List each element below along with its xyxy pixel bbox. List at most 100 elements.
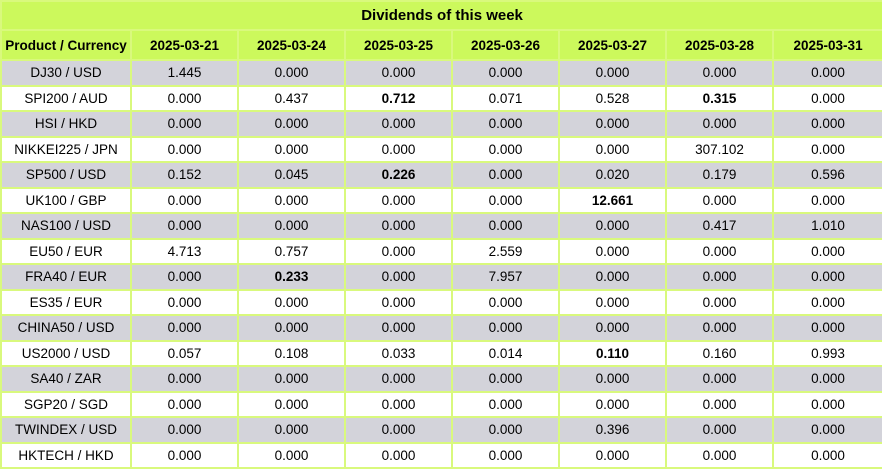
dividend-value-cell: 0.993 — [771, 339, 882, 367]
dividend-value-cell: 0.000 — [344, 237, 453, 265]
dividend-value-cell: 0.000 — [451, 110, 560, 138]
product-cell: HKTECH / HKD — [0, 441, 132, 469]
table-row: SGP20 / SGD 0.000 0.000 0.000 0.000 0.000 0.00… — [0, 390, 882, 418]
dividend-value-cell: 0.000 — [665, 237, 774, 265]
product-cell: SA40 / ZAR — [0, 365, 132, 393]
dividend-value-cell: 0.000 — [665, 110, 774, 138]
dividend-value-cell: 0.152 — [130, 161, 239, 189]
dividend-value-cell: 0.000 — [558, 263, 667, 291]
dividend-value-cell: 0.000 — [771, 390, 882, 418]
dividend-value-cell: 0.000 — [130, 365, 239, 393]
dividend-value-cell: 0.020 — [558, 161, 667, 189]
dividend-value-cell: 0.000 — [451, 314, 560, 342]
product-cell: DJ30 / USD — [0, 59, 132, 87]
dividend-value-cell: 0.528 — [558, 84, 667, 112]
table-row: EU50 / EUR 4.713 0.757 0.000 2.559 0.000 0.000… — [0, 237, 882, 265]
dividend-value-cell: 0.000 — [665, 390, 774, 418]
dividend-value-cell: 0.000 — [558, 237, 667, 265]
dividend-value-cell: 0.110 — [558, 339, 667, 367]
product-cell: CHINA50 / USD — [0, 314, 132, 342]
dividend-value-cell: 0.000 — [130, 186, 239, 214]
dividend-value-cell: 0.000 — [344, 110, 453, 138]
dividend-value-cell: 0.000 — [130, 212, 239, 240]
dividend-value-cell: 0.437 — [237, 84, 346, 112]
product-cell: EU50 / EUR — [0, 237, 132, 265]
dividend-value-cell: 0.000 — [451, 186, 560, 214]
dividend-value-cell: 0.000 — [344, 441, 453, 469]
dividend-value-cell: 0.179 — [665, 161, 774, 189]
dividend-value-cell: 2.559 — [451, 237, 560, 265]
table-row: SP500 / USD 0.152 0.045 0.226 0.000 0.020 0.17… — [0, 161, 882, 189]
dividend-value-cell: 0.000 — [665, 365, 774, 393]
dividend-value-cell: 0.233 — [237, 263, 346, 291]
dividend-value-cell: 0.000 — [344, 212, 453, 240]
dividend-value-cell: 0.000 — [558, 59, 667, 87]
dividend-value-cell: 0.000 — [130, 390, 239, 418]
dividend-value-cell: 0.000 — [771, 110, 882, 138]
dividend-value-cell: 1.010 — [771, 212, 882, 240]
table-row: DJ30 / USD 1.445 0.000 0.000 0.000 0.000 0.000… — [0, 59, 882, 87]
dividend-value-cell: 0.000 — [237, 212, 346, 240]
product-cell: UK100 / GBP — [0, 186, 132, 214]
dividend-value-cell: 0.000 — [771, 186, 882, 214]
page-title: Dividends of this week — [0, 0, 882, 31]
product-cell: FRA40 / EUR — [0, 263, 132, 291]
dividend-value-cell: 0.000 — [451, 365, 560, 393]
dividend-value-cell: 0.000 — [130, 110, 239, 138]
table-row: FRA40 / EUR 0.000 0.233 0.000 7.957 0.000 0.00… — [0, 263, 882, 291]
dividend-value-cell: 0.000 — [130, 314, 239, 342]
dividend-value-cell: 0.757 — [237, 237, 346, 265]
product-cell: SPI200 / AUD — [0, 84, 132, 112]
dividend-value-cell: 0.396 — [558, 416, 667, 444]
dividend-value-cell: 0.000 — [451, 59, 560, 87]
dividend-value-cell: 0.000 — [344, 365, 453, 393]
dividend-value-cell: 0.000 — [665, 59, 774, 87]
dividend-value-cell: 0.160 — [665, 339, 774, 367]
dividend-value-cell: 0.108 — [237, 339, 346, 367]
dividend-value-cell: 0.014 — [451, 339, 560, 367]
dividend-value-cell: 0.000 — [130, 135, 239, 163]
dividend-value-cell: 0.000 — [451, 416, 560, 444]
dividend-value-cell: 0.000 — [771, 314, 882, 342]
dividend-value-cell: 307.102 — [665, 135, 774, 163]
dividend-value-cell: 0.000 — [344, 416, 453, 444]
dividend-value-cell: 0.000 — [558, 135, 667, 163]
table-row: SPI200 / AUD 0.000 0.437 0.712 0.071 0.528 0.3… — [0, 84, 882, 112]
dividend-value-cell: 0.000 — [771, 288, 882, 316]
product-cell: SP500 / USD — [0, 161, 132, 189]
table-row: CHINA50 / USD 0.000 0.000 0.000 0.000 0.000 0.… — [0, 314, 882, 342]
table-row: UK100 / GBP 0.000 0.000 0.000 0.000 12.661 0.0… — [0, 186, 882, 214]
dividend-value-cell: 0.000 — [771, 135, 882, 163]
dividend-value-cell: 0.000 — [237, 314, 346, 342]
dividend-value-cell: 0.057 — [130, 339, 239, 367]
dividend-value-cell: 0.000 — [237, 59, 346, 87]
dividend-value-cell: 0.000 — [344, 314, 453, 342]
dividend-value-cell: 0.000 — [558, 212, 667, 240]
dividend-value-cell: 0.000 — [665, 288, 774, 316]
dividend-value-cell: 0.071 — [451, 84, 560, 112]
product-cell: NAS100 / USD — [0, 212, 132, 240]
column-header-product: Product / Currency — [0, 29, 132, 61]
dividend-value-cell: 0.000 — [771, 59, 882, 87]
table-row: HSI / HKD 0.000 0.000 0.000 0.000 0.000 0.000 0… — [0, 110, 882, 138]
dividend-value-cell: 0.226 — [344, 161, 453, 189]
dividend-value-cell: 0.417 — [665, 212, 774, 240]
dividend-value-cell: 12.661 — [558, 186, 667, 214]
dividend-value-cell: 0.000 — [451, 390, 560, 418]
dividend-value-cell: 0.000 — [237, 441, 346, 469]
product-cell: ES35 / EUR — [0, 288, 132, 316]
dividend-value-cell: 7.957 — [451, 263, 560, 291]
dividend-value-cell: 0.000 — [237, 186, 346, 214]
dividend-value-cell: 0.596 — [771, 161, 882, 189]
column-header-date: 2025-03-25 — [344, 29, 453, 61]
title-row: Dividends of this week — [0, 0, 882, 31]
dividend-value-cell: 0.033 — [344, 339, 453, 367]
dividend-value-cell: 0.000 — [344, 288, 453, 316]
table-row: HKTECH / HKD 0.000 0.000 0.000 0.000 0.000 0.0… — [0, 441, 882, 469]
dividend-value-cell: 0.000 — [558, 390, 667, 418]
dividend-value-cell: 0.000 — [451, 212, 560, 240]
dividend-value-cell: 0.000 — [451, 441, 560, 469]
dividend-value-cell: 0.000 — [344, 263, 453, 291]
dividend-value-cell: 0.000 — [771, 441, 882, 469]
